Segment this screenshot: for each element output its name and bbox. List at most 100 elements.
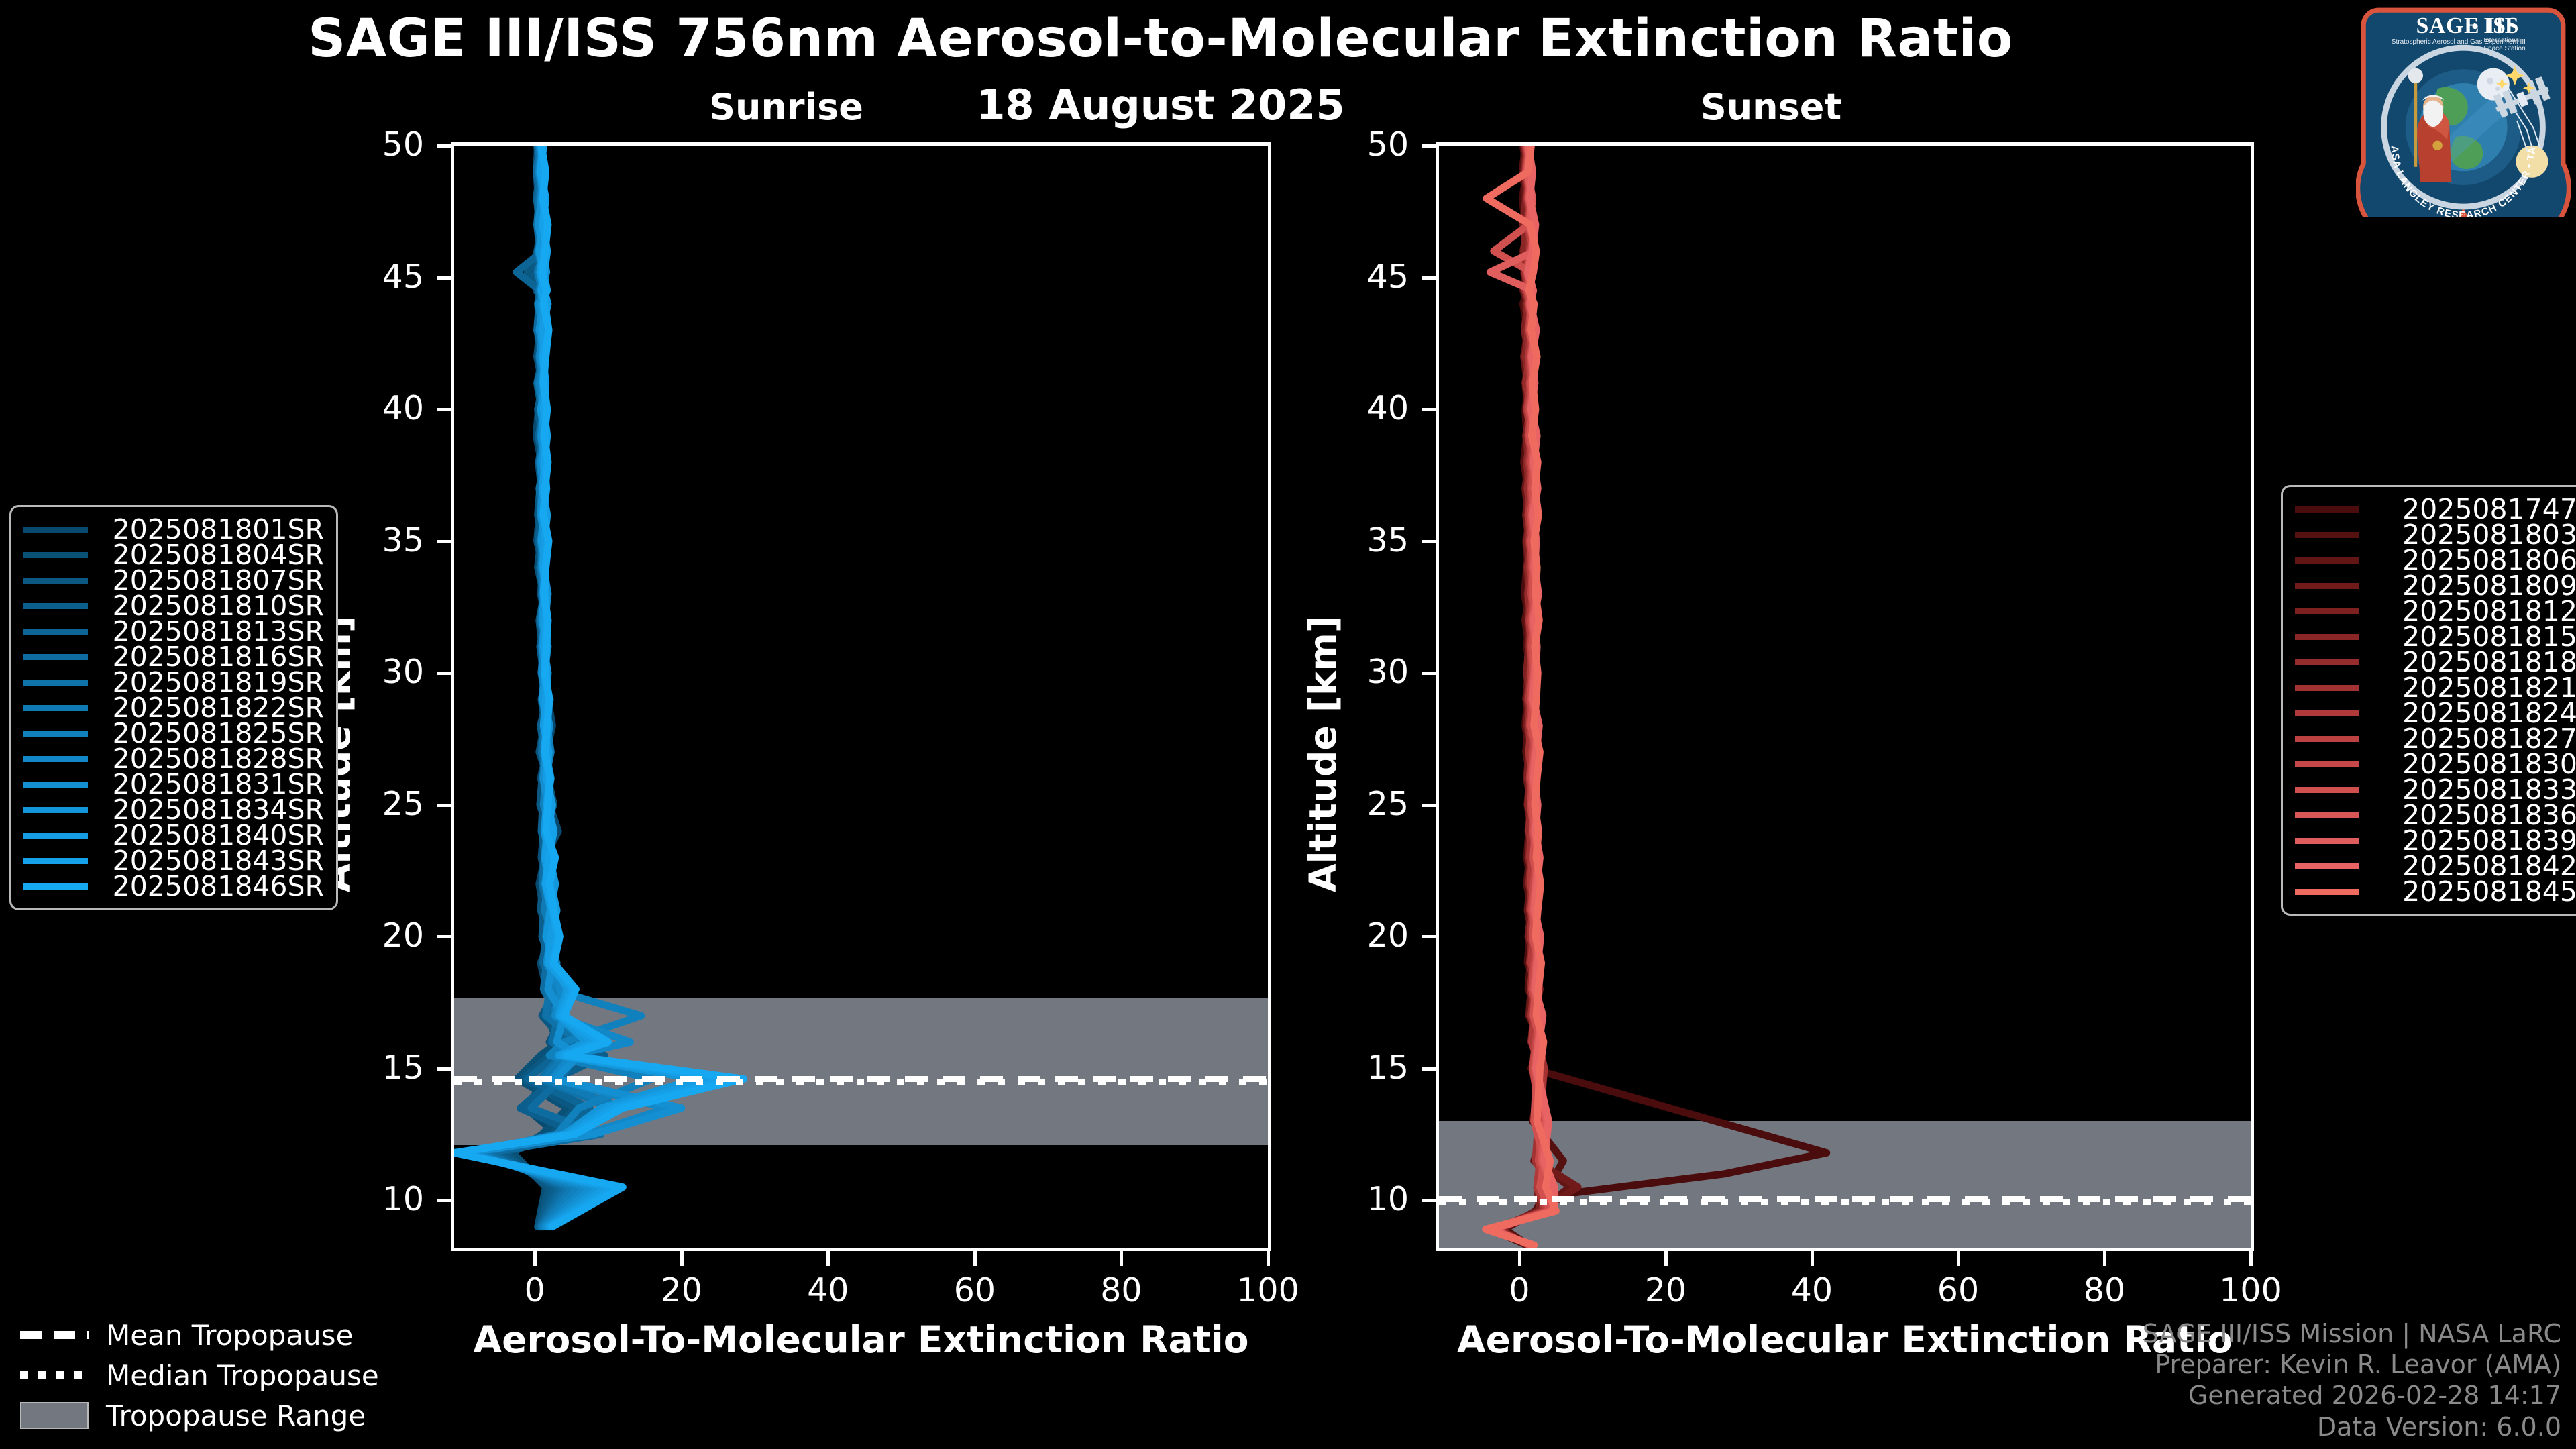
legend-item[interactable]: 2025081819SR bbox=[23, 666, 324, 698]
x-axis-tick-label: 100 bbox=[1236, 1271, 1299, 1309]
legend-color-swatch bbox=[23, 653, 88, 660]
legend-item[interactable]: 2025081815SS bbox=[2295, 621, 2576, 653]
credits-block: SAGE III/ISS Mission | NASA LaRC Preparer… bbox=[2143, 1318, 2561, 1442]
legend-item[interactable]: 2025081827SS bbox=[2295, 722, 2576, 755]
legend-item[interactable]: 2025081818SS bbox=[2295, 646, 2576, 678]
mean-tropopause-line bbox=[454, 1076, 1268, 1083]
sunrise-panel-title: Sunrise bbox=[709, 86, 863, 128]
legend-item[interactable]: 2025081843SR bbox=[23, 845, 324, 877]
legend-item[interactable]: 2025081836SS bbox=[2295, 799, 2576, 831]
sunrise-x-axis-label: Aerosol-To-Molecular Extinction Ratio bbox=[473, 1318, 1249, 1361]
legend-color-swatch bbox=[2295, 786, 2359, 793]
legend-color-swatch bbox=[23, 602, 88, 609]
legend-item[interactable]: 2025081825SR bbox=[23, 717, 324, 749]
sunrise-series-legend[interactable]: 2025081801SR 2025081804SR 2025081807SR 2025… bbox=[9, 505, 338, 910]
y-axis-tick-label: 15 bbox=[382, 1048, 424, 1087]
mean-tropopause-line bbox=[1439, 1196, 2251, 1203]
sunrise-plot-area bbox=[451, 142, 1271, 1251]
credit-line: Generated 2026-02-28 14:17 bbox=[2188, 1381, 2561, 1411]
legend-item[interactable]: 2025081813SR bbox=[23, 615, 324, 647]
x-axis-tick bbox=[1517, 1251, 1521, 1266]
credit-line: Preparer: Kevin R. Leavor (AMA) bbox=[2155, 1349, 2561, 1379]
legend-item[interactable]: 2025081839SS bbox=[2295, 824, 2576, 857]
y-axis-tick bbox=[1422, 672, 1437, 676]
sunset-panel-title: Sunset bbox=[1700, 86, 1842, 128]
legend-item-label: 2025081803SS bbox=[2402, 519, 2576, 551]
legend-item-label: 2025081801SR bbox=[112, 513, 324, 545]
svg-text:Space Station: Space Station bbox=[2483, 45, 2525, 52]
legend-item[interactable]: 2025081833SS bbox=[2295, 773, 2576, 806]
svg-text:ISS: ISS bbox=[2483, 13, 2519, 38]
legend-item-label: 2025081839SS bbox=[2402, 824, 2576, 857]
legend-item[interactable]: 2025081810SR bbox=[23, 590, 324, 622]
x-axis-tick bbox=[973, 1251, 977, 1266]
y-axis-tick-label: 45 bbox=[382, 257, 424, 296]
legend-item[interactable]: 2025081803SS bbox=[2295, 519, 2576, 551]
x-axis-tick bbox=[1956, 1251, 1960, 1266]
y-axis-tick bbox=[437, 539, 452, 543]
legend-color-swatch bbox=[23, 704, 88, 711]
legend-item-label: 2025081816SR bbox=[112, 641, 324, 673]
x-axis-tick bbox=[826, 1251, 830, 1266]
legend-item[interactable]: 2025081822SR bbox=[23, 692, 324, 724]
y-axis-tick bbox=[1422, 408, 1437, 412]
legend-item[interactable]: 2025081806SS bbox=[2295, 544, 2576, 576]
legend-color-swatch bbox=[2295, 710, 2359, 716]
legend-color-swatch bbox=[23, 857, 88, 864]
legend-color-swatch bbox=[2295, 506, 2359, 513]
legend-item[interactable]: 2025081812SS bbox=[2295, 595, 2576, 627]
y-axis-tick-label: 10 bbox=[1366, 1180, 1409, 1219]
profile-series-group bbox=[1482, 146, 1831, 1248]
y-axis-tick bbox=[437, 672, 452, 676]
legend-item[interactable]: 2025081809SS bbox=[2295, 570, 2576, 602]
legend-item[interactable]: 2025081842SS bbox=[2295, 850, 2576, 882]
legend-item-label: 2025081834SR bbox=[112, 794, 324, 826]
legend-item[interactable]: 2025081816SR bbox=[23, 641, 324, 673]
legend-item-label: 2025081827SS bbox=[2402, 722, 2576, 755]
y-axis-tick bbox=[1422, 1067, 1437, 1071]
y-axis-tick bbox=[1422, 276, 1437, 280]
legend-item[interactable]: 2025081830SS bbox=[2295, 748, 2576, 780]
legend-item[interactable]: 2025081824SS bbox=[2295, 697, 2576, 729]
legend-item-label: 2025081809SS bbox=[2402, 570, 2576, 602]
legend-item[interactable]: 2025081831SR bbox=[23, 768, 324, 800]
legend-item-label: 2025081807SR bbox=[112, 564, 324, 596]
legend-color-swatch bbox=[2295, 684, 2359, 691]
legend-color-swatch bbox=[23, 526, 88, 533]
date-subtitle: 18 August 2025 bbox=[976, 80, 1345, 129]
y-axis-tick bbox=[437, 803, 452, 807]
legend-color-swatch bbox=[23, 679, 88, 686]
profile-line bbox=[1482, 146, 1560, 1248]
legend-item[interactable]: 2025081845SS bbox=[2295, 875, 2576, 908]
tropopause-legend-marker bbox=[20, 1402, 89, 1429]
sunset-series-legend[interactable]: 2025081747SS2025081803SS2025081806SS2025… bbox=[2281, 485, 2576, 916]
legend-item-label: 2025081845SS bbox=[2402, 875, 2576, 908]
legend-color-swatch bbox=[2295, 659, 2359, 665]
legend-item[interactable]: 2025081804SR bbox=[23, 539, 324, 571]
tropopause-legend-item: Median Tropopause bbox=[20, 1355, 379, 1395]
y-axis-tick-label: 20 bbox=[382, 916, 424, 955]
x-axis-tick-label: 20 bbox=[660, 1271, 702, 1309]
legend-item-label: 2025081804SR bbox=[112, 539, 324, 571]
x-axis-tick-label: 40 bbox=[807, 1271, 849, 1309]
legend-item[interactable]: 2025081828SR bbox=[23, 743, 324, 775]
legend-item-label: 2025081812SS bbox=[2402, 595, 2576, 627]
svg-text:Stratospheric Aerosol and Gas: Stratospheric Aerosol and Gas Experiment… bbox=[2392, 38, 2526, 46]
sunset-x-axis-label: Aerosol-To-Molecular Extinction Ratio bbox=[1457, 1318, 2233, 1361]
y-axis-tick-label: 25 bbox=[382, 784, 424, 823]
tropopause-legend-marker bbox=[20, 1331, 89, 1339]
legend-item-label: 2025081846SR bbox=[112, 870, 324, 902]
legend-item[interactable]: 2025081747SS bbox=[2295, 493, 2576, 525]
svg-text:International: International bbox=[2483, 37, 2520, 44]
legend-item[interactable]: 2025081807SR bbox=[23, 564, 324, 596]
x-axis-tick bbox=[1120, 1251, 1124, 1266]
legend-item[interactable]: 2025081821SS bbox=[2295, 672, 2576, 704]
legend-color-swatch bbox=[23, 883, 88, 890]
legend-item[interactable]: 2025081840SR bbox=[23, 819, 324, 851]
legend-item[interactable]: 2025081834SR bbox=[23, 794, 324, 826]
legend-item[interactable]: 2025081846SR bbox=[23, 870, 324, 902]
legend-item[interactable]: 2025081801SR bbox=[23, 513, 324, 545]
legend-color-swatch bbox=[23, 806, 88, 813]
legend-item-label: 2025081833SS bbox=[2402, 773, 2576, 806]
legend-item-label: 2025081830SS bbox=[2402, 748, 2576, 780]
